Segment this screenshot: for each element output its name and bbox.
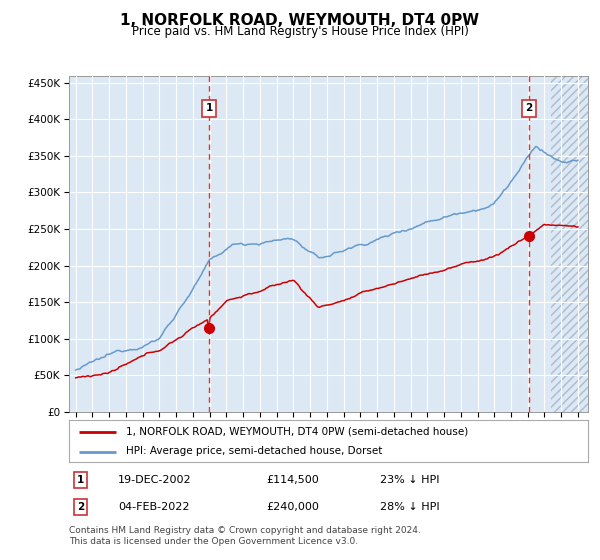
Text: 28% ↓ HPI: 28% ↓ HPI: [380, 502, 440, 512]
Text: £114,500: £114,500: [266, 475, 319, 485]
Text: 23% ↓ HPI: 23% ↓ HPI: [380, 475, 440, 485]
Text: 1: 1: [206, 104, 213, 114]
Text: 1, NORFOLK ROAD, WEYMOUTH, DT4 0PW: 1, NORFOLK ROAD, WEYMOUTH, DT4 0PW: [121, 13, 479, 28]
Text: 1, NORFOLK ROAD, WEYMOUTH, DT4 0PW (semi-detached house): 1, NORFOLK ROAD, WEYMOUTH, DT4 0PW (semi…: [126, 427, 469, 437]
Text: £240,000: £240,000: [266, 502, 319, 512]
Text: Contains HM Land Registry data © Crown copyright and database right 2024.
This d: Contains HM Land Registry data © Crown c…: [69, 526, 421, 546]
Text: 04-FEB-2022: 04-FEB-2022: [118, 502, 190, 512]
Text: 19-DEC-2002: 19-DEC-2002: [118, 475, 192, 485]
Bar: [551, 76, 588, 412]
Text: 1: 1: [77, 475, 84, 485]
Text: 2: 2: [526, 104, 533, 114]
Text: 2: 2: [77, 502, 84, 512]
Bar: [551, 76, 588, 412]
Text: Price paid vs. HM Land Registry's House Price Index (HPI): Price paid vs. HM Land Registry's House …: [131, 25, 469, 39]
Text: HPI: Average price, semi-detached house, Dorset: HPI: Average price, semi-detached house,…: [126, 446, 382, 456]
